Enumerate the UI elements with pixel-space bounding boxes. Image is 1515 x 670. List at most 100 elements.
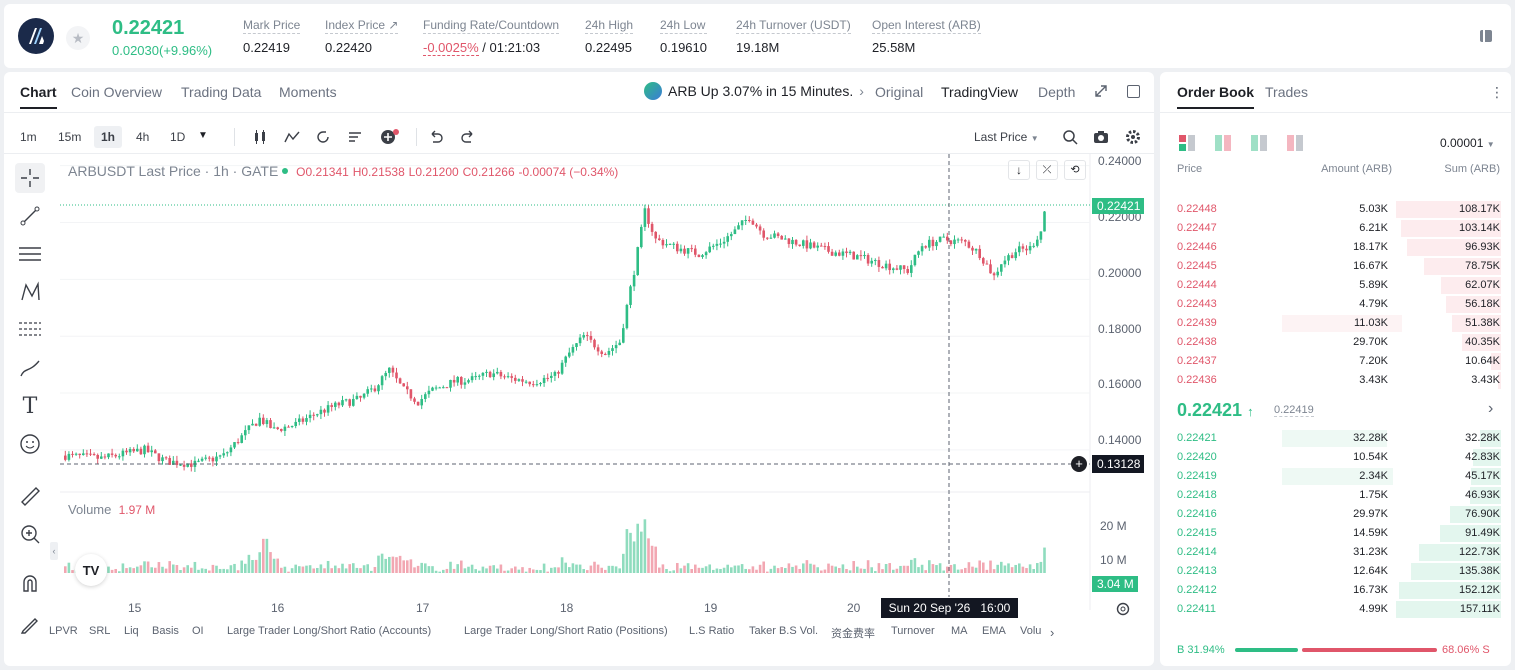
ask-row[interactable]: 0.22446 18.17K 96.93K [1160,238,1511,257]
tab-trading-data[interactable]: Trading Data [181,84,262,100]
chart-settings-icon[interactable] [1115,601,1131,620]
layout-bids-icon[interactable] [1251,135,1267,154]
precision-select[interactable]: 0.00001 ▼ [1440,136,1495,150]
bid-row[interactable]: 0.22412 16.73K 152.12K [1160,581,1511,600]
camera-icon[interactable] [1093,129,1109,148]
candle [157,453,161,462]
indicator-ma[interactable]: MA [951,625,968,637]
indicator-scroll-right-icon[interactable]: › [1050,625,1055,640]
price-chart[interactable] [4,72,1154,666]
add-alert-icon[interactable]: + [1071,456,1087,472]
indicator-ls-positions[interactable]: Large Trader Long/Short Ratio (Positions… [464,625,668,637]
ruler-icon[interactable] [15,481,45,511]
ask-row[interactable]: 0.22444 5.89K 62.07K [1160,276,1511,295]
bid-row[interactable]: 0.22415 14.59K 91.49K [1160,524,1511,543]
tf-1m[interactable]: 1m [20,130,37,144]
bid-row[interactable]: 0.22416 29.97K 76.90K [1160,505,1511,524]
indicator-liq[interactable]: Liq [124,625,139,637]
volume-bar [308,565,312,573]
ask-row[interactable]: 0.22437 7.20K 10.64K [1160,352,1511,371]
tab-moments[interactable]: Moments [279,84,337,100]
indicator-srl[interactable]: SRL [89,625,111,637]
volume-bar [1000,561,1003,573]
notebook-icon[interactable] [1477,28,1495,44]
collapse-icon[interactable]: ⤫ [1036,160,1058,180]
tf-1h[interactable]: 1h [94,126,123,148]
tab-coin-overview[interactable]: Coin Overview [71,84,163,100]
more-menu-icon[interactable]: ⋮ [1490,84,1504,100]
text-tool-icon[interactable]: T [22,393,38,419]
layout-half-icon[interactable] [1215,135,1231,154]
undo-icon[interactable] [428,129,444,148]
ask-row[interactable]: 0.22448 5.03K 108.17K [1160,200,1511,219]
indicator-lpvr[interactable]: LPVR [49,625,78,637]
replay-icon[interactable] [315,129,331,148]
ask-row[interactable]: 0.22443 4.79K 56.18K [1160,295,1511,314]
bid-row[interactable]: 0.22421 32.28K 32.28K [1160,429,1511,448]
emoji-tool-icon[interactable] [15,429,45,459]
ask-row[interactable]: 0.22439 11.03K 51.38K [1160,314,1511,333]
tf-dropdown-icon[interactable]: ▼ [198,130,208,141]
bid-row[interactable]: 0.22420 10.54K 42.83K [1160,448,1511,467]
bid-row[interactable]: 0.22411 4.99K 157.11K [1160,600,1511,619]
tf-15m[interactable]: 15m [58,130,82,144]
scroll-down-icon[interactable]: ↓ [1008,160,1030,180]
tab-chart[interactable]: Chart [20,84,57,109]
tab-order-book[interactable]: Order Book [1177,84,1255,109]
view-depth[interactable]: Depth [1038,84,1076,100]
collapse-toolbar-icon[interactable]: ‹ [50,542,58,560]
tf-1d[interactable]: 1D [170,130,186,144]
horizontal-lines-tool[interactable] [15,239,45,269]
ask-row[interactable]: 0.22436 3.43K 3.43K [1160,371,1511,390]
indicator-volume[interactable]: Volu [1020,625,1042,637]
news-ticker[interactable]: ARB Up 3.07% in 15 Minutes. › [644,82,864,100]
bid-row[interactable]: 0.22413 12.64K 135.38K [1160,562,1511,581]
expand-icon[interactable] [1094,84,1108,101]
view-tradingview[interactable]: TradingView [941,84,1019,100]
candle [643,208,647,227]
bid-row[interactable]: 0.22419 2.34K 45.17K [1160,467,1511,486]
indicator-ema[interactable]: EMA [982,625,1006,637]
crosshair-tool[interactable] [15,163,45,193]
magnet-icon[interactable] [15,569,45,599]
indicators-icon[interactable] [284,129,300,148]
refresh-icon[interactable]: ⟲ [1064,160,1086,180]
candle-type-icon[interactable] [252,129,268,148]
zoom-in-icon[interactable] [15,519,45,549]
layout-both-icon[interactable] [1179,135,1195,154]
pencil-lock-icon[interactable] [15,609,45,639]
volume-bar [816,567,819,573]
indicator-turnover[interactable]: Turnover [891,625,935,637]
tf-4h[interactable]: 4h [136,130,150,144]
search-icon[interactable] [1062,129,1078,148]
favorite-star-icon[interactable]: ★ [66,26,90,50]
chevron-right-icon[interactable]: › [1488,400,1494,417]
volume-bar [841,564,845,573]
layout-asks-icon[interactable] [1287,135,1303,154]
ask-row[interactable]: 0.22438 29.70K 40.35K [1160,333,1511,352]
indicator-ls-ratio[interactable]: L.S Ratio [689,625,735,637]
trendline-tool[interactable] [15,201,45,231]
ask-row[interactable]: 0.22445 16.67K 78.75K [1160,257,1511,276]
indicator-taker-vol[interactable]: Taker B.S Vol. [749,625,819,637]
add-indicator-icon[interactable] [380,128,400,149]
window-icon[interactable] [1127,85,1140,98]
price-source-select[interactable]: Last Price ▼ [974,130,1039,144]
bid-row[interactable]: 0.22418 1.75K 46.93K [1160,486,1511,505]
order-sum: 32.28K [1465,432,1500,444]
bid-row[interactable]: 0.22414 31.23K 122.73K [1160,543,1511,562]
stat-index-price[interactable]: Index Price ↗ 0.22420 [325,18,399,55]
brush-tool[interactable] [15,353,45,383]
indicator-ls-accounts[interactable]: Large Trader Long/Short Ratio (Accounts) [227,625,432,637]
redo-icon[interactable] [460,129,476,148]
templates-icon[interactable] [347,129,363,148]
tab-trades[interactable]: Trades [1265,84,1309,100]
indicator-oi[interactable]: OI [192,625,204,637]
indicator-funding[interactable]: 资金费率 [831,627,875,640]
indicator-basis[interactable]: Basis [152,625,179,637]
settings-gear-icon[interactable] [1125,129,1141,148]
pattern-tool[interactable] [15,277,45,307]
ask-row[interactable]: 0.22447 6.21K 103.14K [1160,219,1511,238]
view-original[interactable]: Original [875,84,924,100]
fib-tool[interactable] [15,315,45,345]
